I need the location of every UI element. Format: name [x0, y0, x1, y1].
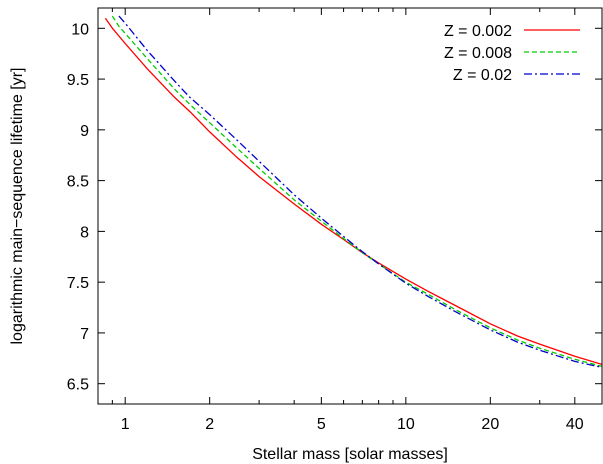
- series-layer: [104, 15, 602, 369]
- y-tick-label: 10: [71, 21, 89, 38]
- y-axis-title: logarithmic main−sequence lifetime [yr]: [9, 67, 26, 344]
- y-tick-label: 7: [80, 326, 89, 343]
- series-line-2: [111, 15, 602, 368]
- legend-label: Z = 0.02: [453, 67, 512, 84]
- series-line-1: [104, 17, 602, 366]
- y-tick-label: 8.5: [67, 174, 89, 191]
- legend: Z = 0.002 Z = 0.008 Z = 0.02: [444, 23, 580, 84]
- x-tick-label: 1: [121, 416, 130, 433]
- x-axis-title: Stellar mass [solar masses]: [252, 446, 448, 463]
- x-tick-label: 40: [566, 416, 584, 433]
- y-tick-label: 9.5: [67, 72, 89, 89]
- x-tick-label: 10: [397, 416, 415, 433]
- tick-layer: 6.5 7 7.5 8 8.5 9 9.5 10 1 2 5 10 20 40: [67, 8, 603, 433]
- y-tick-label: 7.5: [67, 275, 89, 292]
- y-tick-label: 8: [80, 224, 89, 241]
- plot-frame: [97, 7, 603, 405]
- x-tick-label: 20: [481, 416, 499, 433]
- x-tick-label: 2: [205, 416, 214, 433]
- series-line-3: [118, 15, 602, 369]
- y-tick-label: 6.5: [67, 377, 89, 394]
- legend-label: Z = 0.002: [444, 23, 512, 40]
- y-tick-label: 9: [80, 123, 89, 140]
- legend-label: Z = 0.008: [444, 45, 512, 62]
- x-tick-label: 5: [317, 416, 326, 433]
